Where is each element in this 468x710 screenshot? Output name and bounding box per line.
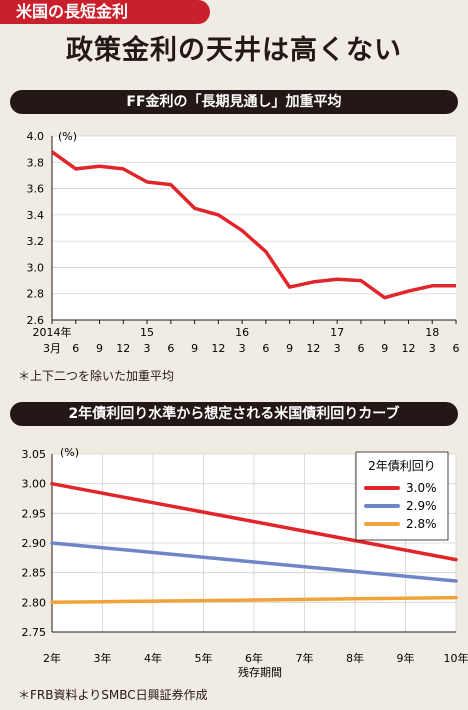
chart1-series-line bbox=[50, 150, 456, 300]
chart1-xtick-label: 6 bbox=[72, 342, 79, 355]
chart1-year-label: 18 bbox=[425, 326, 439, 339]
chart1-xtick-label: 9 bbox=[381, 342, 388, 355]
chart2-xtick-label: 4年 bbox=[144, 651, 162, 665]
chart1-y-unit: (%) bbox=[58, 130, 77, 143]
chart1-ytick-label: 3.6 bbox=[27, 183, 45, 196]
chart1-xtick-label: 6 bbox=[453, 342, 460, 355]
section-tag: 米国の長短金利 bbox=[0, 0, 210, 24]
chart1-xtick-label: 9 bbox=[286, 342, 293, 355]
chart2-xtick-label: 3年 bbox=[94, 651, 112, 665]
chart2-ytick-label: 2.95 bbox=[22, 507, 47, 520]
chart1-ytick-label: 4.0 bbox=[27, 130, 45, 143]
chart1-ytick-label: 2.6 bbox=[27, 314, 45, 327]
headline: 政策金利の天井は高くない bbox=[66, 35, 402, 66]
chart1-year-label: 2014年 bbox=[33, 325, 72, 339]
chart1-title: FF金利の「長期見通し」加重平均 bbox=[10, 90, 458, 114]
chart1-xtick-label: 6 bbox=[357, 342, 364, 355]
chart1-plot: 4.0 3.8 3.6 3.4 3.2 3.0 2.8 2.6 (%) 3月 6 9 12 3 6 9 12 3 6… bbox=[27, 130, 460, 355]
chart1-year-label: 17 bbox=[330, 326, 344, 339]
chart2-legend-label: 3.0% bbox=[406, 481, 437, 495]
chart1-ytick-label: 2.8 bbox=[27, 288, 45, 301]
chart1-ytick-label: 3.0 bbox=[27, 261, 45, 274]
chart2-ytick-label: 2.80 bbox=[22, 596, 47, 609]
chart1-plot-area bbox=[52, 136, 456, 320]
chart1-xtick-label: 9 bbox=[191, 342, 198, 355]
chart1-xtick-label: 6 bbox=[262, 342, 269, 355]
chart2-ytick-label: 2.90 bbox=[22, 537, 47, 550]
chart2-plot: 3.05 3.00 2.95 2.90 2.85 2.80 2.75 2年 3年 4年 5年 6年 7年… bbox=[22, 446, 468, 679]
chart2-ytick-label: 2.85 bbox=[22, 567, 47, 580]
chart1-xtick-label: 3月 bbox=[43, 342, 61, 355]
chart2-legend-label: 2.8% bbox=[406, 517, 437, 531]
chart1-xtick-label: 3 bbox=[334, 342, 341, 355]
chart1-year-label: 15 bbox=[140, 326, 154, 339]
chart2-series-line bbox=[50, 481, 458, 562]
chart2-xtick-label: 7年 bbox=[296, 651, 314, 665]
chart2-series-line bbox=[50, 541, 458, 583]
chart2-legend-label: 2.9% bbox=[406, 499, 437, 513]
chart2-ytick-label: 3.05 bbox=[22, 448, 47, 461]
chart2-xtick-label: 6年 bbox=[245, 651, 263, 665]
chart2-ytick-label: 2.75 bbox=[22, 626, 47, 639]
chart1-ytick-label: 3.8 bbox=[27, 156, 45, 169]
chart1-xtick-label: 12 bbox=[306, 342, 320, 355]
chart2-series-line bbox=[50, 595, 458, 605]
chart1-note: ＊上下二つを除いた加重平均 bbox=[18, 369, 175, 383]
chart1-xtick-label: 9 bbox=[96, 342, 103, 355]
chart1-ytick-label: 3.2 bbox=[27, 235, 45, 248]
chart1-xtick-label: 12 bbox=[116, 342, 130, 355]
chart2-legend-title: 2年債利回り bbox=[368, 458, 436, 473]
chart2-ytick-label: 3.00 bbox=[22, 478, 47, 491]
chart2-xtick-label: 9年 bbox=[397, 651, 415, 665]
chart2-y-unit: (%) bbox=[60, 446, 79, 459]
chart2-title: 2年債利回り水準から想定される米国債利回りカーブ bbox=[10, 402, 458, 426]
chart1-xtick-label: 12 bbox=[401, 342, 415, 355]
chart1-xtick-label: 3 bbox=[144, 342, 151, 355]
chart2-note: ＊FRB資料よりSMBC日興証券作成 bbox=[18, 688, 208, 702]
chart2-xtick-label: 5年 bbox=[195, 651, 213, 665]
chart2-x-axis-label: 残存期間 bbox=[238, 665, 282, 679]
chart1-xtick-label: 12 bbox=[211, 342, 225, 355]
chart1-ytick-label: 3.4 bbox=[27, 209, 45, 222]
chart2-xtick-label: 8年 bbox=[346, 651, 364, 665]
chart1-year-label: 16 bbox=[235, 326, 249, 339]
chart1-xtick-label: 3 bbox=[429, 342, 436, 355]
chart2-xtick-label: 10年 bbox=[444, 651, 468, 665]
chart2-xtick-label: 2年 bbox=[43, 651, 61, 665]
chart1-xtick-label: 3 bbox=[239, 342, 246, 355]
chart1-xtick-label: 6 bbox=[167, 342, 174, 355]
